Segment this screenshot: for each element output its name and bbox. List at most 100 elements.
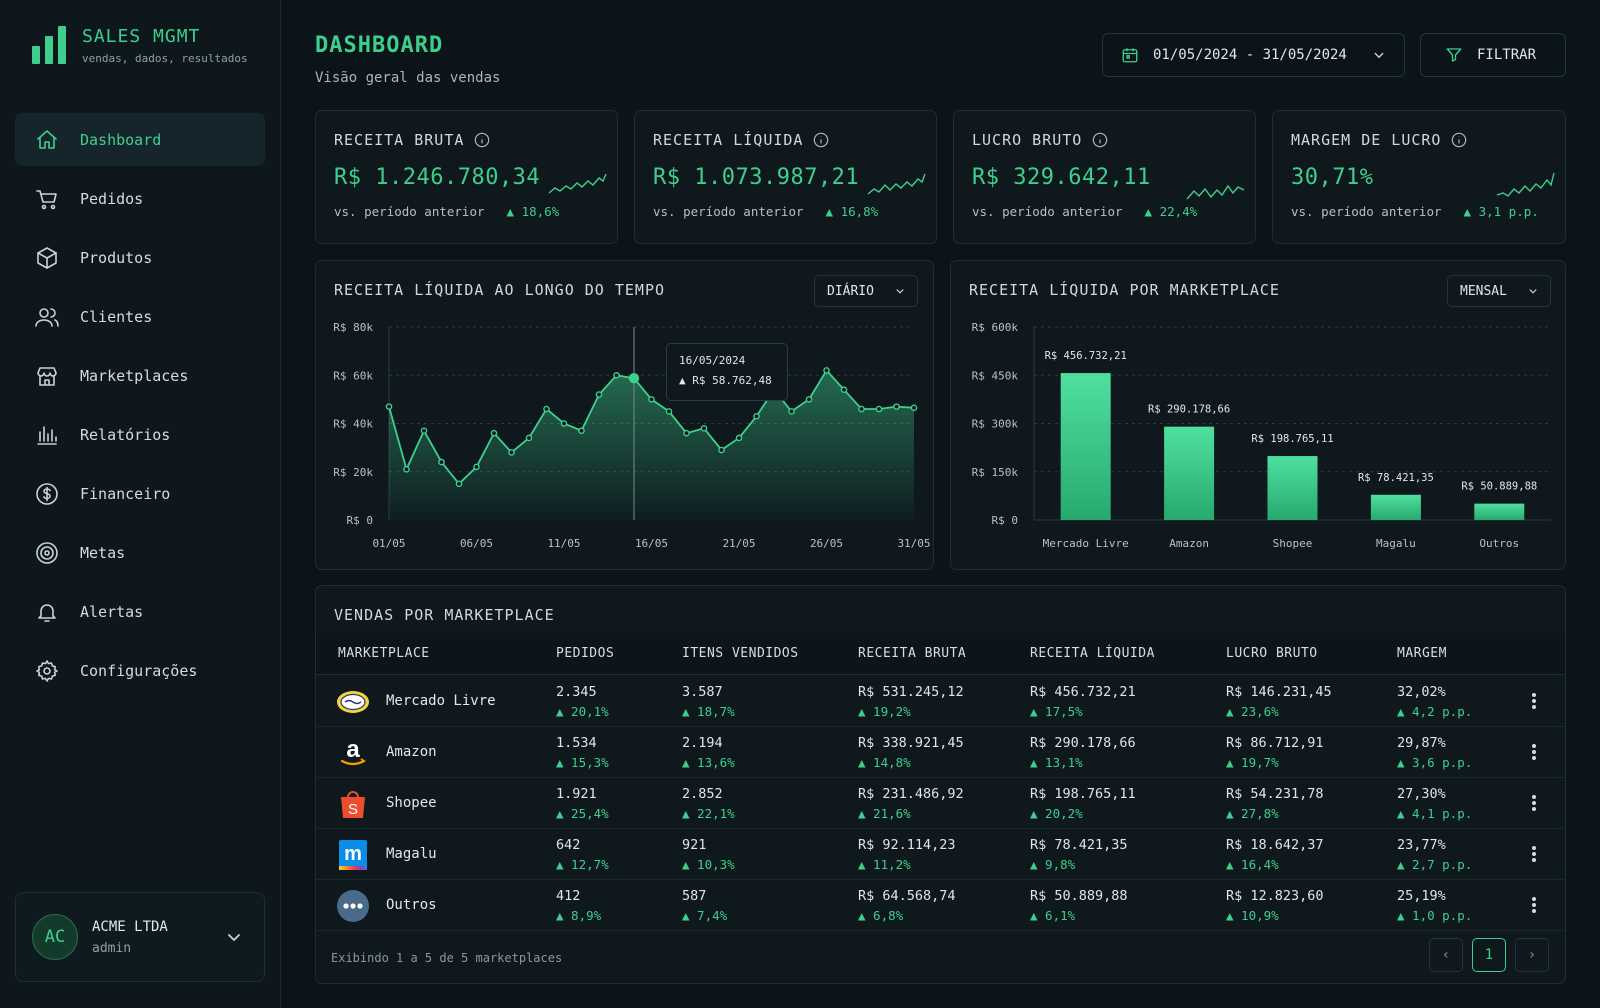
sidebar: SALES MGMT vendas, dados, resultados Das… — [0, 0, 281, 1008]
kpi-delta: ▲ 18,6% — [506, 204, 560, 219]
period-select[interactable]: MENSAL — [1447, 275, 1551, 307]
column-header[interactable]: ITENS VENDIDOS — [682, 646, 799, 661]
kpi-compare: vs. período anterior — [1291, 204, 1442, 219]
bar — [1267, 456, 1318, 520]
bar-chart-icon — [35, 423, 59, 447]
data-label: R$ 78.421,35 — [1358, 472, 1434, 484]
y-tick-label: R$ 600k — [972, 321, 1019, 334]
more-vertical-icon[interactable] — [1531, 844, 1537, 864]
sidebar-item-clientes[interactable]: Clientes — [15, 290, 265, 343]
info-icon[interactable] — [1092, 132, 1108, 148]
chevron-down-icon — [896, 289, 904, 294]
column-header[interactable]: RECEITA BRUTA — [858, 646, 967, 661]
more-vertical-icon[interactable] — [1531, 895, 1537, 915]
table-row[interactable]: m Magalu 642 ▲ 12,7% 921 ▲ 10,3% R$ 92.114… — [316, 829, 1565, 880]
sidebar-item-label: Alertas — [80, 602, 144, 621]
cell-delta: ▲ 6,8% — [858, 908, 904, 923]
kpi-value: R$ 329.642,11 — [972, 165, 1151, 190]
cell-delta: ▲ 21,6% — [858, 806, 911, 821]
marketplace-name: Mercado Livre — [386, 693, 496, 709]
table-row[interactable]: Outros 412 ▲ 8,9% 587 ▲ 7,4% R$ 64.568,74 ▲… — [316, 880, 1565, 931]
sidebar-item-metas[interactable]: Metas — [15, 526, 265, 579]
sidebar-item-label: Marketplaces — [80, 366, 189, 385]
line-chart: R$ 0 R$ 20k R$ 40k R$ 60k R$ 80k 01/05 06/05 11… — [333, 321, 930, 550]
dollar-circle-icon — [35, 482, 59, 506]
cell-receita-liquida: R$ 78.421,35 — [1030, 837, 1128, 853]
table-row[interactable]: Mercado Livre 2.345 ▲ 20,1% 3.587 ▲ 18,7% … — [316, 676, 1565, 727]
cell-itens: 3.587 — [682, 684, 723, 700]
y-tick-label: R$ 40k — [333, 418, 373, 431]
column-header[interactable]: PEDIDOS — [556, 646, 615, 661]
page-title: DASHBOARD — [315, 33, 444, 58]
table-row[interactable]: S Shopee 1.921 ▲ 25,4% 2.852 ▲ 22,1% R$ 23… — [316, 778, 1565, 829]
cell-delta: ▲ 3,6 p.p. — [1397, 755, 1473, 770]
more-vertical-icon[interactable] — [1531, 691, 1537, 711]
marketplace-name: Amazon — [386, 744, 437, 760]
sidebar-item-pedidos[interactable]: Pedidos — [15, 172, 265, 225]
kpi-value: R$ 1.073.987,21 — [653, 165, 860, 190]
cell-pedidos: 2.345 — [556, 684, 597, 700]
panel-title: RECEITA LÍQUIDA AO LONGO DO TEMPO — [334, 281, 666, 299]
cell-lucro-bruto: R$ 146.231,45 — [1226, 684, 1332, 700]
cell-itens: 587 — [682, 888, 707, 904]
column-header[interactable]: RECEITA LÍQUIDA — [1030, 646, 1155, 661]
date-range-picker[interactable]: 01/05/2024 - 31/05/2024 — [1102, 33, 1405, 77]
data-point — [875, 405, 883, 413]
data-point — [560, 420, 568, 427]
sidebar-item-relatorios[interactable]: Relatórios — [15, 408, 265, 461]
table-row[interactable]: a Amazon 1.534 ▲ 15,3% 2.194 ▲ 13,6% R$ 33… — [316, 727, 1565, 778]
data-point — [455, 480, 463, 488]
x-tick-label: 31/05 — [897, 537, 930, 550]
shopee-logo-icon: S — [341, 791, 365, 818]
sidebar-item-configuracoes[interactable]: Configurações — [15, 644, 265, 697]
x-tick-label: Magalu — [1376, 537, 1416, 550]
cell-delta: ▲ 9,8% — [1030, 857, 1076, 872]
calendar-icon — [1122, 48, 1138, 63]
users-icon — [35, 305, 59, 329]
data-point — [595, 391, 603, 398]
user-account-menu[interactable]: AC ACME LTDA admin — [15, 892, 265, 982]
kpi-value: R$ 1.246.780,34 — [334, 165, 541, 190]
sidebar-item-dashboard[interactable]: Dashboard — [15, 113, 265, 166]
info-icon[interactable] — [1451, 132, 1467, 148]
data-point — [648, 396, 655, 403]
cell-delta: ▲ 27,8% — [1226, 806, 1279, 821]
sidebar-item-produtos[interactable]: Produtos — [15, 231, 265, 284]
column-header[interactable]: LUCRO BRUTO — [1226, 646, 1318, 661]
sidebar-item-alertas[interactable]: Alertas — [15, 585, 265, 638]
sidebar-item-marketplaces[interactable]: Marketplaces — [15, 349, 265, 402]
filter-button[interactable]: FILTRAR — [1420, 33, 1566, 77]
pagination-next-button[interactable]: › — [1515, 938, 1549, 972]
pagination-prev-button[interactable]: ‹ — [1429, 938, 1463, 972]
x-tick-label: 16/05 — [635, 537, 668, 550]
cell-delta: ▲ 19,2% — [858, 704, 911, 719]
data-point — [525, 434, 533, 442]
cell-delta: ▲ 18,7% — [682, 704, 735, 719]
user-role: admin — [92, 940, 132, 956]
sidebar-nav: Dashboard Pedidos Produtos Clientes Mark… — [15, 113, 265, 703]
column-header[interactable]: MARGEM — [1397, 646, 1447, 661]
sidebar-item-financeiro[interactable]: Financeiro — [15, 467, 265, 520]
brand[interactable]: SALES MGMT vendas, dados, resultados — [32, 26, 248, 65]
column-header[interactable]: MARKETPLACE — [338, 646, 430, 661]
data-point — [753, 412, 760, 420]
info-icon[interactable] — [474, 132, 490, 148]
chevron-down-icon[interactable] — [222, 925, 246, 949]
data-label: R$ 290.178,66 — [1148, 404, 1230, 416]
more-vertical-icon[interactable] — [1531, 793, 1537, 813]
kpi-label: LUCRO BRUTO — [972, 131, 1083, 149]
cell-receita-bruta: R$ 64.568,74 — [858, 888, 956, 904]
y-tick-label: R$ 150k — [972, 466, 1019, 479]
pagination-page-button[interactable]: 1 — [1472, 938, 1506, 972]
x-tick-label: 01/05 — [372, 537, 405, 550]
period-select[interactable]: DIÁRIO — [814, 275, 918, 307]
more-vertical-icon[interactable] — [1531, 742, 1537, 762]
sidebar-item-label: Relatórios — [80, 425, 171, 444]
cell-delta: ▲ 7,4% — [682, 908, 728, 923]
data-point — [508, 449, 515, 456]
bar — [1060, 373, 1111, 520]
cell-receita-bruta: R$ 531.245,12 — [858, 684, 964, 700]
chart-tooltip: 16/05/2024 ▲ R$ 58.762,48 — [666, 343, 788, 401]
info-icon[interactable] — [813, 132, 829, 148]
sparkline — [1496, 172, 1555, 197]
